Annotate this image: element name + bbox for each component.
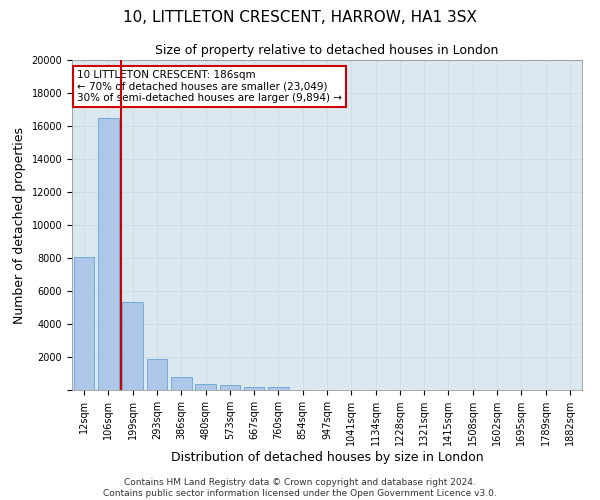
Bar	[244, 386, 265, 390]
Bar	[98, 118, 119, 390]
Text: Contains HM Land Registry data © Crown copyright and database right 2024.
Contai: Contains HM Land Registry data © Crown c…	[103, 478, 497, 498]
Bar	[146, 360, 167, 390]
Y-axis label: Number of detached properties: Number of detached properties	[13, 126, 26, 324]
Title: Size of property relative to detached houses in London: Size of property relative to detached ho…	[155, 44, 499, 58]
Bar	[268, 386, 289, 390]
Bar	[195, 384, 216, 390]
Text: 10, LITTLETON CRESCENT, HARROW, HA1 3SX: 10, LITTLETON CRESCENT, HARROW, HA1 3SX	[123, 10, 477, 25]
X-axis label: Distribution of detached houses by size in London: Distribution of detached houses by size …	[170, 451, 484, 464]
Bar	[74, 257, 94, 390]
Bar	[122, 302, 143, 390]
Text: 10 LITTLETON CRESCENT: 186sqm
← 70% of detached houses are smaller (23,049)
30% : 10 LITTLETON CRESCENT: 186sqm ← 70% of d…	[77, 70, 342, 103]
Bar	[220, 386, 240, 390]
Bar	[171, 377, 191, 390]
